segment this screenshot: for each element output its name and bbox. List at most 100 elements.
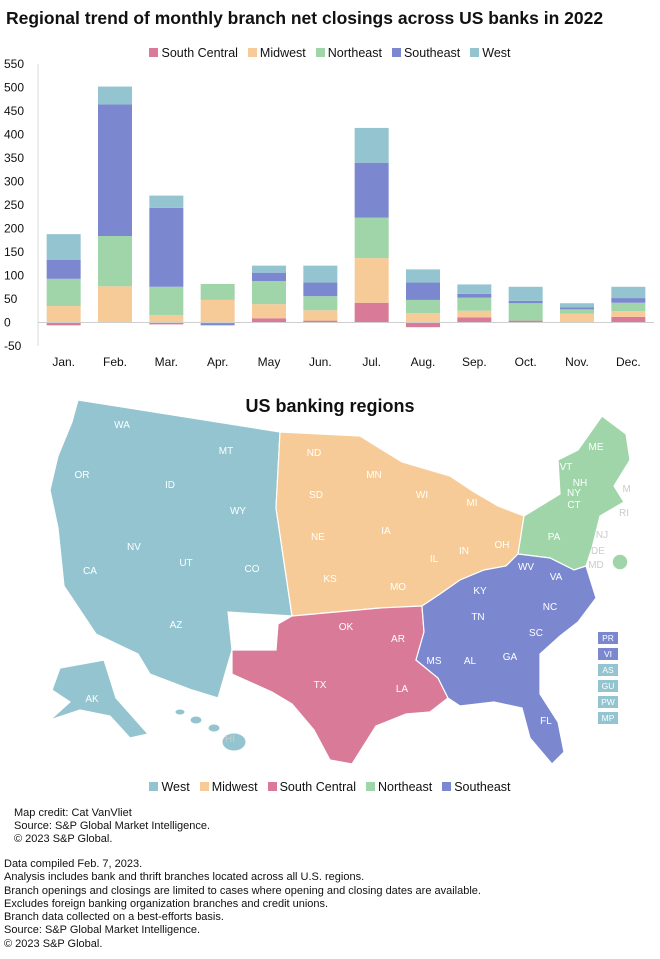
- legend-label: West: [482, 46, 511, 60]
- state-label-mn: MN: [366, 470, 382, 481]
- bar-midwest-jun: [303, 310, 338, 321]
- dc-inset-circle: [611, 553, 629, 571]
- legend-item-south-central: South Central: [149, 46, 238, 60]
- x-tick-label: Jul.: [362, 355, 381, 369]
- state-label-sd: SD: [309, 490, 323, 501]
- state-label-nh: NH: [573, 478, 587, 489]
- bar-southeast-mar: [149, 207, 184, 287]
- state-label-me: ME: [589, 442, 604, 453]
- bar-southeast-jun: [303, 282, 338, 297]
- bar-west-sep: [457, 284, 492, 294]
- note-line: Branch data collected on a best-efforts …: [4, 911, 224, 924]
- legend-swatch-southeast: [391, 48, 401, 57]
- map-legend-item-south-central: South Central: [267, 780, 357, 794]
- bar-west-mar: [149, 195, 184, 208]
- bar-southeast-apr: [200, 323, 235, 326]
- bar-southeast-dec: [611, 298, 646, 303]
- state-label-vt: VT: [560, 462, 573, 473]
- y-tick-label: 300: [4, 175, 24, 189]
- bar-west-jan: [46, 234, 81, 260]
- y-tick-label: 500: [4, 81, 24, 95]
- map-legend-label: Midwest: [211, 780, 258, 794]
- state-label-ar: AR: [391, 634, 405, 645]
- legend-swatch-west: [470, 48, 480, 57]
- note-line: Source: S&P Global Market Intelligence.: [4, 924, 201, 937]
- legend-swatch-south-central: [149, 48, 159, 57]
- bar-west-dec: [611, 286, 646, 299]
- state-label-ok: OK: [339, 622, 354, 633]
- state-labels: WA OR CA NV ID MT WY UT CO AZ NM AK HI ND SD NE KS MN IA MO…: [75, 420, 631, 745]
- state-label-fl: FL: [540, 716, 552, 727]
- territory-boxes: PR VI AS GU PW MP: [598, 632, 618, 728]
- map-legend-swatch-south-central: [267, 782, 277, 791]
- state-label-id: ID: [165, 480, 175, 491]
- state-label-ri: RI: [619, 508, 629, 519]
- state-label-nv: NV: [127, 542, 141, 553]
- map-legend-item-midwest: Midwest: [199, 780, 258, 794]
- bar-southeast-jan: [46, 259, 81, 279]
- bar-midwest-dec: [611, 311, 646, 317]
- region-hawaii-shape: [174, 708, 247, 752]
- legend-item-southeast: Southeast: [391, 46, 460, 60]
- bar-southeast-oct: [508, 300, 543, 304]
- state-label-nj: NJ: [596, 530, 608, 541]
- x-tick-label: Dec.: [616, 355, 641, 369]
- state-label-tx: TX: [314, 680, 327, 691]
- x-tick-label: Apr.: [207, 355, 228, 369]
- map-legend-label: West: [161, 780, 190, 794]
- map-legend-label: Northeast: [378, 780, 433, 794]
- footnotes: Data compiled Feb. 7, 2023. Analysis inc…: [4, 858, 481, 951]
- state-label-pa: PA: [548, 532, 561, 543]
- bar-midwest-jan: [46, 306, 81, 323]
- bar-west-aug: [406, 269, 440, 283]
- region-southeast-shape: [415, 553, 597, 765]
- chart-legend: South Central Midwest Northeast Southeast We…: [0, 46, 660, 60]
- state-label-ms: MS: [427, 656, 442, 667]
- y-tick-label: 50: [4, 292, 18, 306]
- bar-west-oct: [508, 286, 543, 301]
- bar-midwest-sep: [457, 310, 492, 318]
- state-label-ny: NY: [567, 488, 581, 499]
- note-line: © 2023 S&P Global.: [4, 937, 103, 950]
- note-line: Branch openings and closings are limited…: [4, 884, 481, 897]
- state-label-il: IL: [430, 554, 439, 565]
- state-label-ky: KY: [473, 586, 487, 597]
- state-label-de: DE: [591, 546, 605, 557]
- territory-mp: MP: [598, 712, 618, 724]
- bar-midwest-nov: [560, 313, 594, 323]
- map-legend-item-northeast: Northeast: [366, 780, 432, 794]
- state-label-wy: WY: [230, 506, 246, 517]
- state-label-ct: CT: [567, 500, 580, 511]
- state-label-wa: WA: [114, 420, 130, 431]
- territory-vi: VI: [598, 648, 618, 660]
- bar-northeast-mar: [149, 286, 184, 315]
- map-legend-label: South Central: [279, 780, 357, 794]
- state-label-mo: MO: [390, 582, 406, 593]
- state-label-or: OR: [75, 470, 90, 481]
- bar-south-central-sep: [457, 317, 492, 323]
- bar-southeast-sep: [457, 293, 492, 298]
- state-label-ma: MA: [623, 484, 631, 495]
- bar-midwest-mar: [149, 314, 184, 323]
- us-banking-regions-map: WA OR CA NV ID MT WY UT CO AZ NM AK HI ND SD NE KS MN IA MO…: [49, 399, 631, 765]
- x-tick-label: Oct.: [515, 355, 537, 369]
- map-copyright-line: © 2023 S&P Global.: [14, 833, 113, 845]
- y-tick-label: 0: [4, 316, 11, 330]
- state-label-sc: SC: [529, 628, 543, 639]
- map-legend: West Midwest South Central Northeast Southea…: [0, 780, 660, 794]
- y-tick-label: 550: [4, 58, 24, 71]
- bar-northeast-oct: [508, 303, 543, 321]
- territory-gu: GU: [598, 680, 618, 692]
- state-label-va: VA: [550, 572, 563, 583]
- map-credit-line: Map credit: Cat VanVliet: [14, 807, 132, 819]
- bar-west-may: [252, 265, 286, 273]
- bar-south-central-mar: [149, 322, 184, 325]
- legend-item-west: West: [470, 46, 511, 60]
- y-tick-label: 100: [4, 269, 24, 283]
- map-legend-swatch-west: [149, 782, 159, 791]
- bar-northeast-apr: [200, 283, 235, 300]
- bar-west-jun: [303, 265, 338, 283]
- state-label-wv: WV: [518, 562, 534, 573]
- map-legend-swatch-midwest: [199, 782, 209, 791]
- state-label-la: LA: [396, 684, 409, 695]
